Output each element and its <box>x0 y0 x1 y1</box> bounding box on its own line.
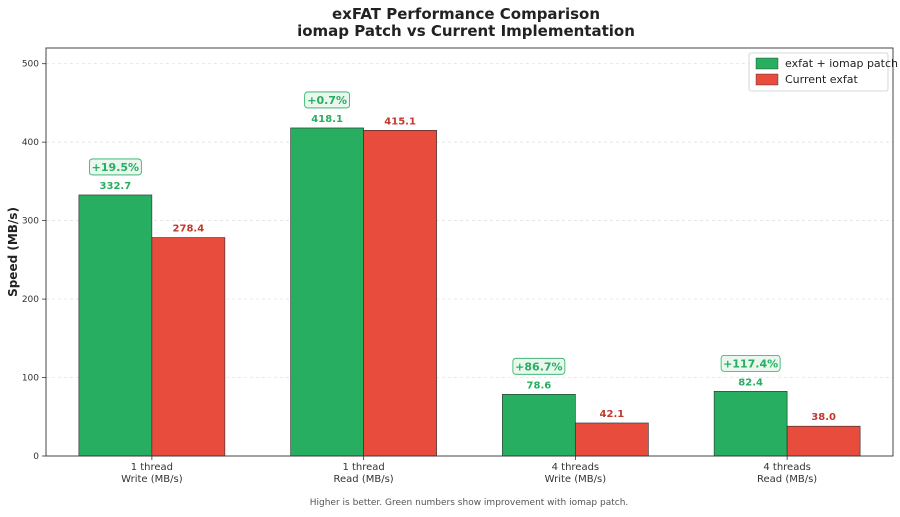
value-label-patch-0: 332.7 <box>100 181 132 192</box>
plot-frame <box>45 47 894 457</box>
value-label-current-3: 38.0 <box>811 412 836 423</box>
bar-current-1 <box>363 130 437 457</box>
legend-swatch-current <box>755 73 779 86</box>
category-label-line1-2: 4 threads <box>552 462 600 473</box>
bar-patch-1 <box>290 127 364 457</box>
improvement-badge-2 <box>512 357 566 375</box>
improvement-badge-0 <box>88 158 142 176</box>
value-label-current-1: 415.1 <box>384 116 416 127</box>
value-label-patch-2: 78.6 <box>527 380 552 391</box>
improvement-badge-1 <box>304 91 351 109</box>
legend-swatch-patch <box>755 57 779 70</box>
labels-layer: 332.7 278.4 +19.5% 418.1 415.1 +0.7% 78.6 42.1 +… <box>88 91 836 423</box>
value-label-current-0: 278.4 <box>173 224 205 235</box>
chart-title: exFAT Performance Comparison <box>332 5 600 23</box>
improvement-label-1: +0.7% <box>307 94 347 107</box>
legend: exfat + iomap patch Current exfat <box>748 52 898 92</box>
y-tick-label: 0 <box>33 452 39 462</box>
improvement-label-2: +86.7% <box>515 360 562 373</box>
improvement-label-0: +19.5% <box>92 161 139 174</box>
improvement-badge-3 <box>720 354 781 372</box>
bar-patch-2 <box>502 394 576 457</box>
category-label-line1-0: 1 thread <box>131 462 173 473</box>
bar-current-3 <box>786 425 861 457</box>
bar-patch-3 <box>713 391 788 457</box>
y-tick-label: 200 <box>22 295 39 305</box>
chart-footnote: Higher is better. Green numbers show imp… <box>310 498 629 508</box>
category-label-line2-2: Write (MB/s) <box>545 474 607 485</box>
y-tick-label: 400 <box>22 138 39 148</box>
bar-patch-0 <box>78 194 153 457</box>
bar-current-2 <box>575 422 649 457</box>
value-label-patch-3: 82.4 <box>738 377 763 388</box>
category-label-line1-1: 1 thread <box>342 462 384 473</box>
category-label-line2-3: Read (MB/s) <box>757 474 817 485</box>
legend-label-patch: exfat + iomap patch <box>785 57 898 70</box>
category-label-line1-3: 4 threads <box>763 462 811 473</box>
category-label-line2-1: Read (MB/s) <box>334 474 394 485</box>
bars-layer <box>78 127 861 457</box>
legend-box <box>748 52 889 92</box>
value-label-patch-1: 418.1 <box>311 114 343 125</box>
improvement-label-3: +117.4% <box>723 357 778 370</box>
y-tick-label: 500 <box>22 60 39 70</box>
bar-current-0 <box>151 237 226 457</box>
category-label-line2-0: Write (MB/s) <box>121 474 183 485</box>
y-axis-label: Speed (MB/s) <box>6 207 20 297</box>
y-tick-label: 100 <box>22 374 39 384</box>
chart-subtitle: iomap Patch vs Current Implementation <box>297 22 635 40</box>
legend-label-current: Current exfat <box>785 73 859 86</box>
y-tick-label: 300 <box>22 217 39 227</box>
value-label-current-2: 42.1 <box>600 409 625 420</box>
